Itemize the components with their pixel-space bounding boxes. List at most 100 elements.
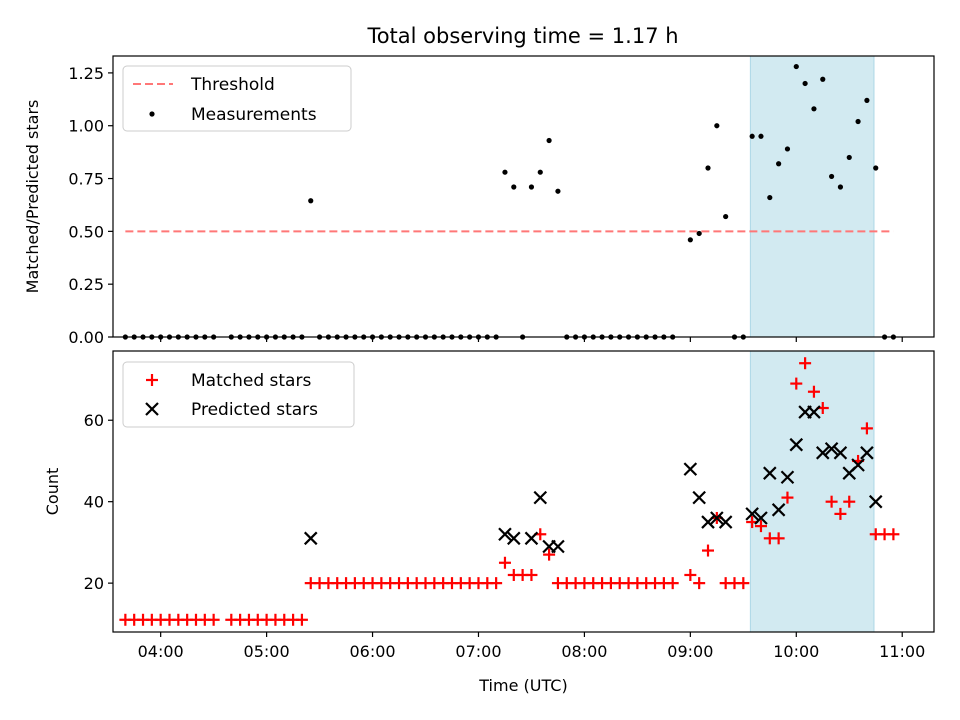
x-tick-label: 08:00 [561, 642, 607, 661]
matched-star-point [684, 568, 697, 581]
measurement-point [511, 184, 517, 190]
matched-star-point [754, 520, 767, 533]
predicted-star-point [701, 515, 715, 529]
measurement-point [555, 188, 561, 194]
x-tick-label: 10:00 [773, 642, 819, 661]
predicted-star-point [683, 462, 698, 476]
top-y-axis: 0.00 0.25 0.50 0.75 1.00 1.25 [68, 64, 113, 347]
highlight-band-bottom [749, 350, 875, 633]
matched-star-point [207, 613, 220, 626]
x-tick-label: 05:00 [244, 642, 290, 661]
matched-star-point [834, 507, 847, 520]
predicted-star-point [524, 531, 539, 546]
matched-star-point [702, 544, 715, 557]
predicted-star-point [780, 470, 795, 485]
y-tick-label: 60 [84, 411, 104, 430]
legend-matched-swatch [146, 374, 158, 386]
measurement-point [687, 237, 693, 243]
measurement-point [537, 169, 543, 175]
x-tick-label: 07:00 [455, 642, 501, 661]
measurement-point [855, 118, 861, 125]
measurement-point [846, 154, 852, 161]
measurement-point [714, 123, 720, 129]
measurement-point [820, 76, 826, 82]
bottom-y-axis: 20 40 60 [84, 411, 113, 593]
y-tick-label: 0.50 [68, 222, 104, 241]
matched-star-point [799, 357, 812, 370]
predicted-star-point [851, 458, 865, 472]
predicted-star-point [868, 494, 883, 509]
bottom-x-axis: 04:00 05:00 06:00 07:00 08:00 09:00 10:00 11:00 [138, 632, 925, 661]
predicted-star-point [754, 511, 768, 525]
predicted-star-point [745, 507, 759, 521]
top-axes-frame [112, 55, 935, 338]
matched-star-point [693, 577, 706, 590]
measurement-point [793, 63, 799, 70]
legend-bottom: Matched stars Predicted stars [122, 361, 355, 428]
matched-star-point [887, 528, 900, 541]
y-tick-label: 40 [84, 493, 104, 512]
predicted-star-point [763, 466, 777, 480]
predicted-star-point [815, 446, 830, 460]
matched-star-point [843, 495, 856, 508]
predicted-star-point [710, 511, 724, 525]
bottom-y-axis-label: Count [43, 468, 62, 516]
legend-threshold-label: Threshold [190, 75, 275, 95]
y-tick-label: 0.75 [68, 170, 104, 189]
measurement-point [696, 230, 702, 237]
matched-star-point [498, 556, 511, 569]
measurement-point [502, 169, 508, 175]
matched-star-point [525, 568, 538, 581]
matched-star-point [790, 377, 803, 390]
measurement-point [837, 184, 844, 190]
measurement-point [546, 137, 552, 144]
chart-title: Total observing time = 1.17 h [366, 24, 678, 48]
predicted-star-point [507, 531, 521, 546]
legend-measurements-swatch [149, 111, 155, 117]
x-tick-label: 11:00 [879, 642, 925, 661]
legend-top: Threshold Measurements [122, 65, 352, 132]
bottom-panel: 20 40 60 04:00 05:00 06:00 07:00 08:00 09:00 10:… [43, 350, 935, 695]
predicted-star-point [860, 446, 874, 460]
matched-star-point [295, 613, 308, 626]
y-tick-label: 0.00 [68, 328, 104, 347]
matched-star-point [807, 385, 820, 398]
legend-predicted-label: Predicted stars [191, 400, 318, 420]
measurement-point [802, 80, 808, 87]
x-tick-label: 04:00 [138, 642, 184, 661]
predicted-star-point [533, 490, 548, 505]
predicted-star-point [303, 531, 318, 546]
legend-matched-label: Matched stars [191, 371, 311, 391]
predicted-star-point [551, 539, 565, 554]
measurement-point [723, 213, 729, 220]
top-x-ticks [160, 337, 903, 342]
predicted-star-point [718, 515, 733, 529]
y-tick-label: 20 [84, 574, 104, 593]
matched-star-point [490, 577, 503, 590]
measurement-point [758, 133, 764, 139]
measurement-point [811, 106, 817, 112]
top-y-axis-label: Matched/Predicted stars [23, 100, 42, 294]
measurement-point [873, 165, 879, 171]
matched-star-point [737, 577, 750, 590]
measurement-point [776, 161, 782, 167]
measurement-point [767, 194, 773, 201]
x-tick-label: 06:00 [349, 642, 395, 661]
matched-stars-series [119, 357, 900, 626]
x-tick-label: 09:00 [667, 642, 713, 661]
measurements-series [122, 63, 896, 340]
matched-star-point [666, 577, 679, 590]
y-tick-label: 1.25 [68, 64, 104, 83]
predicted-star-point [692, 490, 706, 505]
predicted-star-point [807, 405, 821, 419]
measurement-point [705, 165, 711, 171]
predicted-star-point [824, 441, 839, 456]
y-tick-label: 1.00 [68, 117, 104, 136]
y-tick-label: 0.25 [68, 275, 104, 294]
measurement-point [308, 198, 314, 204]
predicted-star-point [833, 446, 848, 460]
predicted-star-point [771, 503, 786, 517]
measurement-point [784, 146, 791, 152]
measurement-point [828, 173, 835, 180]
matched-star-point [860, 422, 873, 435]
